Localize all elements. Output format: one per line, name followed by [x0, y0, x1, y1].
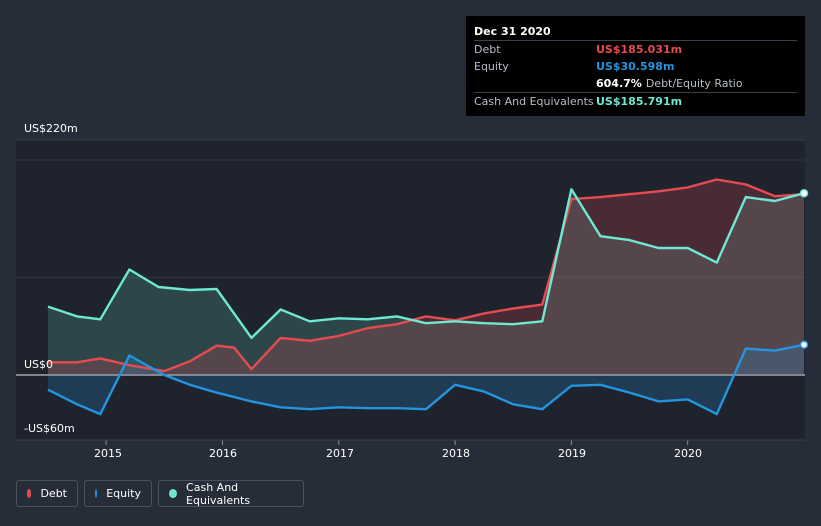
y-tick-label: US$0	[24, 358, 54, 371]
tooltip-date: Dec 31 2020	[474, 24, 551, 38]
tooltip-row-cash: Cash And Equivalents US$185.791m	[474, 93, 797, 110]
tooltip-row-equity: Equity US$30.598m	[474, 58, 797, 75]
x-tick-label: 2016	[209, 447, 237, 460]
tooltip-debt-value: US$185.031m	[596, 43, 683, 56]
legend-cash-label: Cash And Equivalents	[186, 480, 251, 507]
cash-line	[47, 188, 805, 340]
legend-equity-label: Equity	[106, 487, 141, 500]
y-tick-label: -US$60m	[24, 422, 75, 435]
x-tick-label: 2015	[94, 447, 122, 460]
equity-legend-dot-icon	[95, 489, 98, 498]
cash-end-marker	[799, 188, 809, 198]
x-tick-label: 2019	[558, 447, 586, 460]
tooltip-row-debt: Debt US$185.031m	[474, 41, 797, 58]
tooltip-debt-label: Debt	[474, 43, 501, 56]
tooltip-divider	[474, 92, 797, 93]
equity-line	[47, 343, 805, 416]
tooltip-cash-label: Cash And Equivalents	[474, 95, 594, 108]
tooltip-cash-value: US$185.791m	[596, 95, 683, 108]
cash-area	[48, 189, 804, 375]
cash-legend-dot-icon	[169, 489, 178, 498]
tooltip-equity-value: US$30.598m	[596, 60, 675, 73]
tooltip-row-ratio: 604.7% Debt/Equity Ratio	[474, 75, 797, 92]
tooltip-divider	[474, 40, 797, 41]
legend-item-debt[interactable]: Debt	[16, 480, 78, 507]
legend-debt-label: Debt	[40, 487, 67, 500]
tooltip-equity-label: Equity	[474, 60, 509, 73]
tooltip-panel: Dec 31 2020 Debt US$185.031m Equity US$3…	[466, 16, 805, 116]
x-tick-label: 2017	[326, 447, 354, 460]
equity-end-marker	[799, 340, 809, 349]
legend-item-cash[interactable]: Cash And Equivalents	[158, 480, 304, 507]
debt-area	[48, 179, 804, 375]
tooltip-ratio-label: Debt/Equity Ratio	[645, 77, 743, 90]
legend-item-equity[interactable]: Equity	[84, 480, 152, 507]
x-tick-label: 2018	[442, 447, 470, 460]
tooltip-ratio-value: 604.7%	[596, 77, 642, 90]
debt-legend-dot-icon	[27, 489, 32, 498]
y-tick-label: US$220m	[24, 122, 78, 135]
x-tick-label: 2020	[674, 447, 702, 460]
